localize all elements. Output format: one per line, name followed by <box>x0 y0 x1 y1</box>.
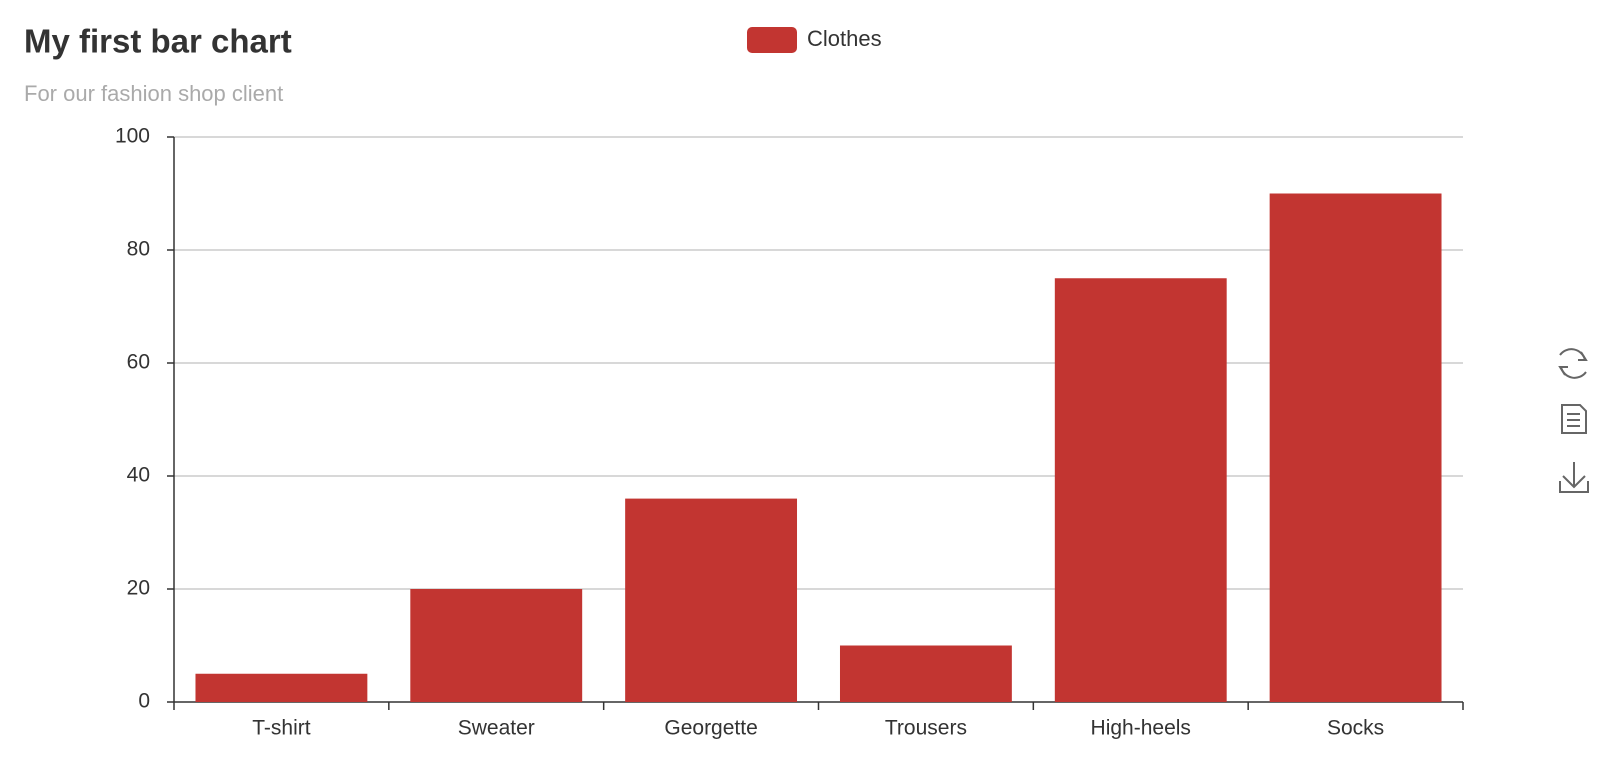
bar <box>410 589 583 702</box>
x-tick-label: T-shirt <box>252 717 311 740</box>
bar <box>195 673 368 702</box>
legend-label[interactable]: Clothes <box>807 26 882 51</box>
x-tick-label: Sweater <box>458 717 535 740</box>
save-image-button[interactable] <box>1559 462 1589 493</box>
bar <box>625 498 798 702</box>
restore-button[interactable] <box>1558 348 1588 379</box>
chart-subtitle: For our fashion shop client <box>24 81 283 106</box>
y-tick-label: 60 <box>127 351 150 374</box>
y-tick-label: 100 <box>115 125 150 148</box>
bar <box>1054 278 1227 702</box>
chart-title: My first bar chart <box>24 23 292 60</box>
data-view-icon <box>1561 404 1587 434</box>
bar <box>1269 193 1442 702</box>
x-tick-label: High-heels <box>1091 717 1191 740</box>
y-tick-label: 40 <box>127 464 150 487</box>
bar <box>839 645 1012 702</box>
x-tick-label: Socks <box>1327 717 1384 740</box>
y-tick-label: 80 <box>127 238 150 261</box>
toolbox <box>1558 348 1589 493</box>
save-icon <box>1559 462 1589 493</box>
legend-swatch[interactable] <box>747 27 797 53</box>
data-view-button[interactable] <box>1561 404 1587 434</box>
y-tick-label: 0 <box>138 690 150 713</box>
y-tick-label: 20 <box>127 577 150 600</box>
x-tick-label: Trousers <box>885 717 967 740</box>
x-tick-label: Georgette <box>664 717 757 740</box>
restore-arrows <box>1558 351 1588 376</box>
